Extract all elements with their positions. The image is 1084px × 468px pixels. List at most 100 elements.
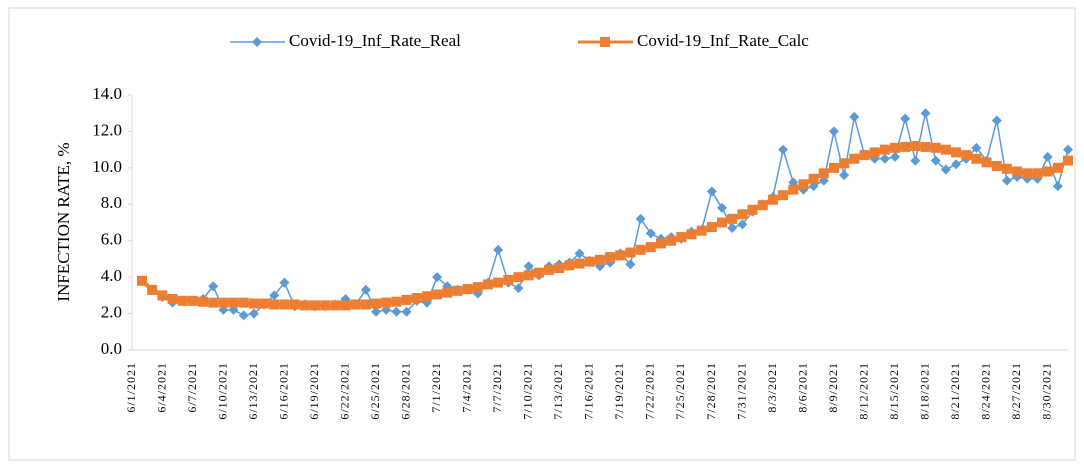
data-point [1052,162,1063,173]
data-point [890,151,901,162]
data-point [625,259,636,270]
data-point [971,153,982,164]
x-tick-label: 6/4/2021 [154,362,168,413]
data-point [208,297,219,308]
y-tick-label: 8.0 [101,193,122,212]
data-point [869,147,880,158]
data-point [645,228,656,239]
data-point [177,295,188,306]
data-point [747,204,758,215]
data-point [1022,168,1033,179]
data-point [228,297,239,308]
x-tick-label: 7/13/2021 [551,362,565,420]
data-point [778,190,789,201]
data-point [198,296,209,307]
x-tick-label: 7/22/2021 [643,362,657,420]
data-point [533,267,544,278]
data-point [452,285,463,296]
data-point [564,260,575,271]
data-point [828,126,839,137]
data-point [981,157,992,168]
data-point [635,213,646,224]
y-tick-label: 4.0 [101,266,122,285]
data-point [940,164,951,175]
data-point [299,300,310,311]
data-point [401,306,412,317]
data-point [248,298,259,309]
data-point [1042,151,1053,162]
data-point [767,194,778,205]
data-point [879,153,890,164]
x-tick-label: 8/12/2021 [856,362,870,420]
data-point [971,142,982,153]
data-point [289,299,300,310]
data-point [706,222,717,233]
data-point [513,283,524,294]
x-tick-label: 7/28/2021 [704,362,718,420]
data-point [238,310,249,321]
x-tick-label: 7/4/2021 [460,362,474,413]
y-tick-label: 6.0 [101,230,122,249]
data-point [961,150,972,161]
x-tick-label: 8/30/2021 [1040,362,1054,420]
x-tick-label: 7/16/2021 [582,362,596,420]
legend-marker [600,37,610,47]
data-point [717,217,728,228]
y-tick-label: 12.0 [92,120,122,139]
data-point [900,141,911,152]
legend-label: Covid-19_Inf_Rate_Calc [637,31,809,50]
data-point [991,161,1002,172]
data-point [1001,163,1012,174]
x-tick-label: 7/7/2021 [490,362,504,413]
data-point [513,272,524,283]
data-point [910,141,921,151]
data-point [269,290,280,301]
data-point [259,298,270,309]
data-point [920,108,931,119]
data-point [920,141,931,152]
data-point [584,256,595,267]
data-point [371,298,382,309]
data-point [503,274,514,285]
data-point [778,144,789,155]
data-point [727,213,738,224]
data-point [554,263,565,274]
data-point [523,270,534,281]
data-point [462,283,473,294]
x-tick-label: 6/22/2021 [337,362,351,420]
data-point [187,295,198,306]
data-point [1042,166,1053,177]
x-tick-label: 7/19/2021 [612,362,626,420]
data-point [828,162,839,173]
data-point [147,284,158,295]
x-tick-label: 6/25/2021 [368,362,382,420]
data-point [706,186,717,197]
data-point [757,200,768,211]
x-tick-label: 8/15/2021 [887,362,901,420]
data-point [574,248,585,259]
x-tick-label: 6/10/2021 [215,362,229,420]
data-point [493,244,504,255]
x-tick-label: 8/27/2021 [1009,362,1023,420]
x-tick-label: 8/24/2021 [979,362,993,420]
data-point [442,287,453,298]
x-tick-label: 6/13/2021 [246,362,260,420]
data-point [371,306,382,317]
data-point [432,289,443,300]
y-tick-label: 0.0 [101,339,122,358]
data-point [818,168,829,179]
x-tick-label: 6/1/2021 [124,362,138,413]
data-point [1001,175,1012,186]
data-point [788,184,799,195]
data-point [574,258,585,269]
data-point [279,299,290,310]
data-point [320,300,331,311]
data-point [879,144,890,155]
legend-label: Covid-19_Inf_Rate_Real [289,31,461,50]
data-point [605,252,616,263]
data-point [482,279,493,290]
data-point [798,179,809,190]
data-point [930,155,941,166]
data-point [635,244,646,255]
